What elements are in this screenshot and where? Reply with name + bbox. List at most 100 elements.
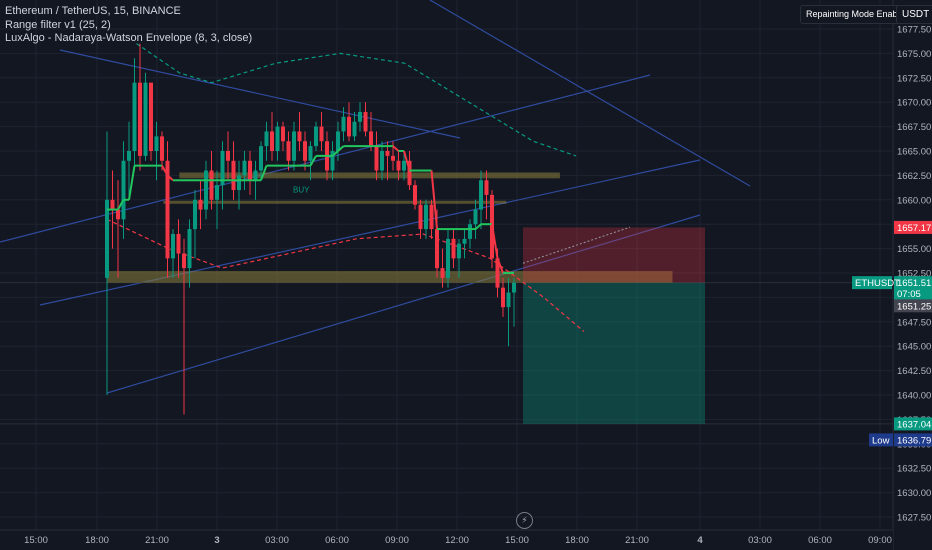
price-axis[interactable]: 1627.501630.001632.501635.001637.501640.… bbox=[892, 0, 932, 550]
candle-body bbox=[116, 209, 120, 220]
symbol-tag-bg bbox=[852, 276, 892, 290]
candle-body bbox=[248, 160, 252, 181]
bid-price-tag-text: 1651.25 bbox=[897, 301, 931, 312]
candle-body bbox=[330, 151, 335, 171]
range-filter-segment bbox=[392, 145, 400, 152]
envelope-lower bbox=[106, 218, 585, 333]
candle-body bbox=[468, 224, 472, 239]
candle-body bbox=[132, 82, 137, 151]
position-path bbox=[522, 226, 631, 264]
time-tick-label: 21:00 bbox=[145, 535, 169, 546]
range-filter-segment bbox=[430, 170, 438, 230]
candle-body bbox=[451, 238, 456, 259]
candle-body bbox=[127, 151, 131, 161]
candle-body bbox=[226, 151, 230, 161]
candle-body bbox=[187, 229, 192, 269]
trendline bbox=[429, 0, 751, 187]
target-price-tag-text: 1637.04 bbox=[897, 419, 931, 430]
envelope-upper bbox=[136, 43, 577, 157]
range-filter-segment bbox=[337, 145, 345, 152]
range-filter-segment bbox=[128, 165, 136, 200]
candle-body bbox=[341, 116, 346, 132]
price-tick-label: 1630.00 bbox=[897, 488, 931, 499]
candle-body bbox=[193, 199, 197, 230]
range-filter-segment bbox=[496, 258, 504, 274]
candle-body bbox=[457, 243, 461, 259]
candle-body bbox=[259, 146, 263, 171]
price-tick-label: 1665.00 bbox=[897, 147, 931, 158]
candle-body bbox=[220, 151, 225, 186]
range-filter-segment bbox=[309, 155, 317, 167]
candle-body bbox=[110, 199, 115, 210]
time-tick-label: 21:00 bbox=[625, 535, 649, 546]
trendlines bbox=[0, 0, 893, 425]
range-filter-segment bbox=[117, 199, 125, 211]
candle-body bbox=[374, 146, 379, 171]
time-tick-label: 06:00 bbox=[325, 535, 349, 546]
candle-body bbox=[347, 116, 351, 137]
candle-body bbox=[424, 204, 428, 230]
range-filter-segment bbox=[166, 174, 174, 182]
indicator-range-filter[interactable]: Range filter v1 (25, 2) bbox=[5, 18, 111, 31]
time-axis-bg bbox=[0, 530, 893, 550]
candle-body bbox=[506, 292, 511, 308]
price-tick-label: 1675.00 bbox=[897, 49, 931, 60]
candle-body bbox=[319, 126, 324, 142]
candle-body bbox=[314, 126, 318, 147]
buy-signal-label: BUY bbox=[293, 185, 310, 194]
time-tick-label: 3 bbox=[214, 535, 219, 546]
low-label-tag: Low bbox=[869, 433, 893, 447]
candle-body bbox=[407, 160, 412, 186]
candle-body bbox=[237, 175, 241, 191]
candle-body bbox=[402, 160, 406, 171]
target-price-tag: 1637.04 bbox=[894, 417, 932, 431]
stop-price-tag: 1657.17 bbox=[894, 220, 932, 234]
candle-body bbox=[105, 199, 109, 278]
trendline bbox=[59, 49, 461, 139]
nadaraya-watson-envelope bbox=[106, 43, 585, 333]
candle-body bbox=[418, 204, 423, 230]
candle-body bbox=[462, 238, 467, 244]
candle-body bbox=[369, 131, 373, 147]
lightning-icon[interactable]: ⚡ bbox=[516, 512, 533, 529]
time-tick-label: 4 bbox=[697, 535, 703, 546]
price-tick-label: 1627.50 bbox=[897, 513, 931, 524]
candle-body bbox=[484, 180, 489, 195]
time-axis[interactable]: 15:00 18:00 21:00 3 03:00 06:00 09:00 12:00 15:0… bbox=[0, 529, 893, 550]
time-tick-label: 15:00 bbox=[505, 535, 529, 546]
trendline bbox=[106, 214, 701, 394]
candle-body bbox=[358, 111, 362, 122]
candle-body bbox=[176, 233, 181, 254]
chart-legend: Ethereum / TetherUS, 15, BINANCE Range f… bbox=[5, 5, 252, 46]
candle-body bbox=[209, 170, 214, 200]
candle-body bbox=[292, 131, 296, 161]
candle-body bbox=[204, 170, 208, 210]
short-position-tool[interactable] bbox=[522, 226, 705, 424]
candle-body bbox=[429, 204, 434, 230]
candle-body bbox=[391, 155, 395, 161]
candle-body bbox=[121, 160, 126, 220]
symbol-title[interactable]: Ethereum / TetherUS, 15, BINANCE bbox=[5, 5, 181, 17]
candle-body bbox=[413, 185, 417, 205]
target-price-tag-bg bbox=[894, 417, 932, 431]
currency-button[interactable]: USDT bbox=[896, 5, 932, 24]
range-filter-segment bbox=[474, 223, 482, 230]
stop-price-tag-text: 1657.17 bbox=[897, 223, 931, 234]
indicator-nw-envelope[interactable]: LuxAlgo - Nadaraya-Watson Envelope (8, 3… bbox=[5, 32, 253, 44]
horizontal-zones bbox=[107, 172, 673, 283]
candle-body bbox=[380, 151, 384, 171]
range-filter-segment bbox=[260, 165, 268, 181]
low-price-tag: 1636.79 bbox=[894, 433, 932, 447]
low-price-tag-text: 1636.79 bbox=[897, 435, 931, 446]
candle-body bbox=[286, 141, 291, 161]
support-resistance-zone bbox=[179, 172, 560, 179]
time-tick-label: 18:00 bbox=[85, 535, 109, 546]
support-resistance-zone bbox=[107, 271, 673, 283]
time-tick-label: 03:00 bbox=[265, 535, 289, 546]
time-tick-label: 15:00 bbox=[24, 535, 48, 546]
candle-body bbox=[231, 160, 236, 191]
last-price-tag-bg bbox=[894, 276, 932, 301]
candle-body bbox=[275, 126, 280, 151]
